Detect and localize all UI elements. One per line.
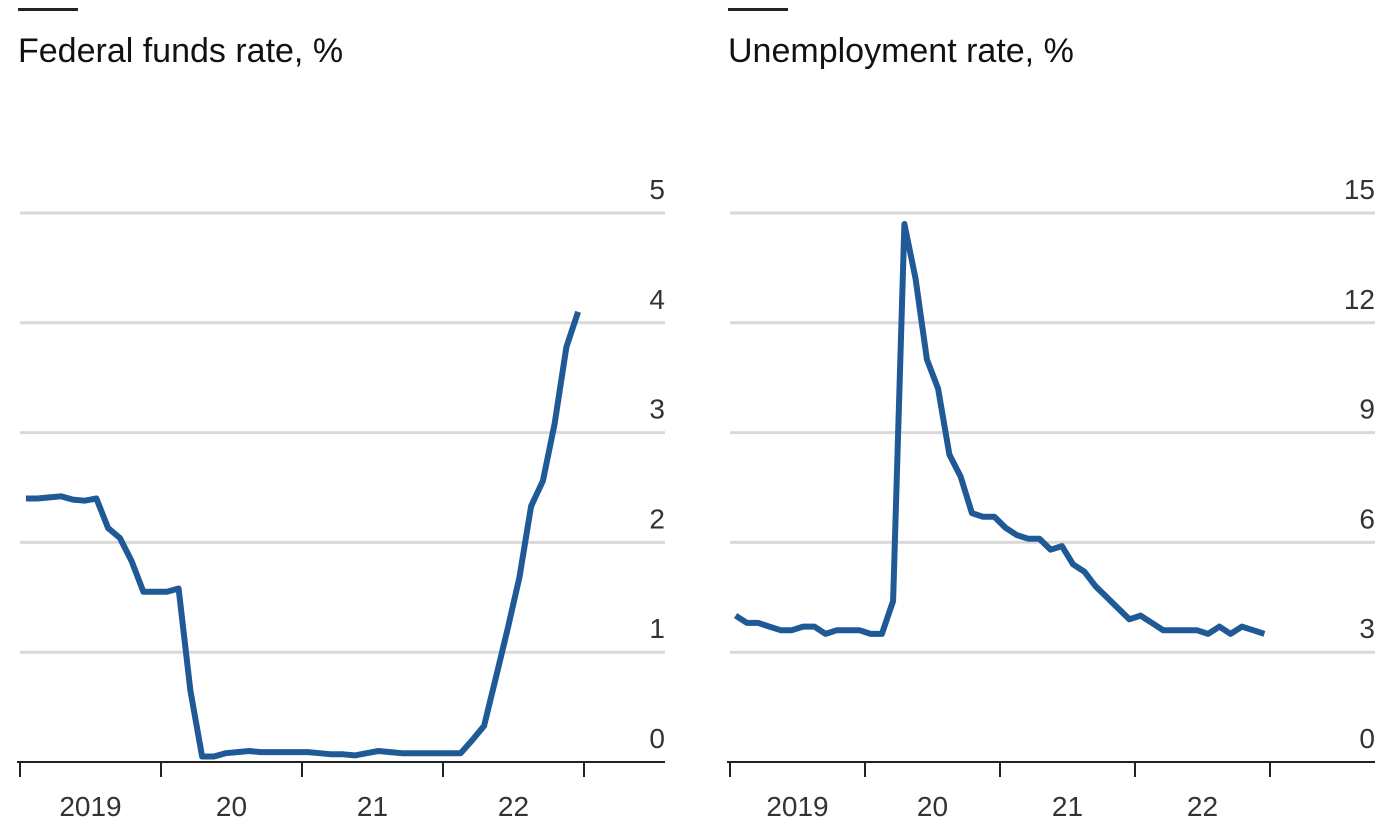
- y-tick-label: 15: [1344, 174, 1375, 205]
- data-line: [733, 221, 1266, 637]
- y-tick-label: 0: [1359, 723, 1375, 754]
- x-tick-label: 2019: [766, 791, 828, 822]
- y-tick-label: 0: [649, 723, 665, 754]
- y-tick-label: 12: [1344, 284, 1375, 315]
- x-tick-label: 22: [498, 791, 529, 822]
- y-tick-label: 6: [1359, 503, 1375, 534]
- y-tick-label: 3: [649, 394, 665, 425]
- y-tick-label: 9: [1359, 394, 1375, 425]
- y-tick-label: 4: [649, 284, 665, 315]
- y-tick-label: 5: [649, 174, 665, 205]
- y-tick-label: 1: [649, 613, 665, 644]
- x-tick-label: 20: [917, 791, 948, 822]
- title-bar: [18, 8, 78, 11]
- chart-title: Federal funds rate, %: [18, 32, 343, 70]
- x-tick-label: 21: [1052, 791, 1083, 822]
- chart-title: Unemployment rate, %: [728, 32, 1074, 70]
- x-tick-label: 2019: [59, 791, 121, 822]
- y-tick-label: 3: [1359, 613, 1375, 644]
- data-line: [25, 310, 581, 760]
- x-tick-label: 20: [216, 791, 247, 822]
- y-tick-label: 2: [649, 503, 665, 534]
- x-tick-label: 22: [1187, 791, 1218, 822]
- x-tick-label: 21: [357, 791, 388, 822]
- title-bar: [728, 8, 788, 11]
